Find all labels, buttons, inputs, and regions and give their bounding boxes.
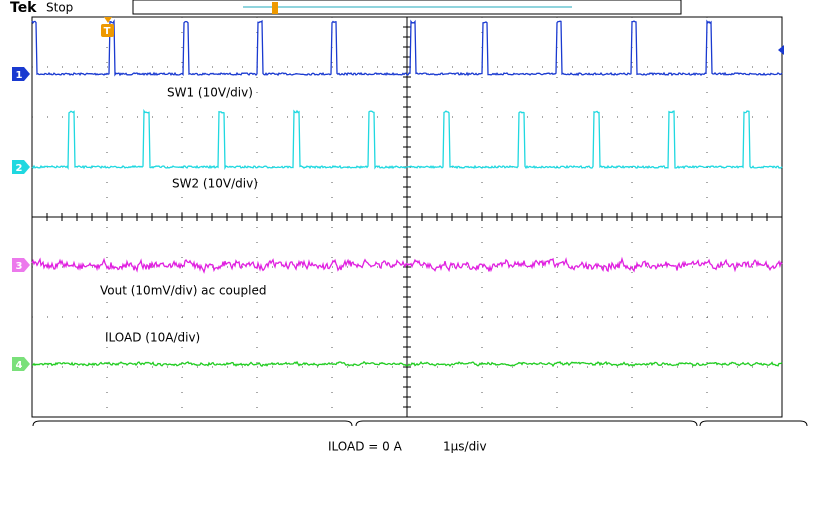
load-text: ILOAD = 0 A [328, 440, 403, 454]
ch4-label: ILOAD (10A/div) [105, 331, 200, 345]
trace [31, 256, 783, 274]
trigger-tag [101, 24, 114, 37]
ch3-label: Vout (10mV/div) ac coupled [100, 284, 266, 298]
channel-marker: 3 [16, 261, 23, 272]
bottom-brackets [32, 420, 808, 427]
channel-marker: 1 [16, 70, 23, 81]
timebase-text: 1µs/div [443, 440, 487, 454]
trigger-label: T [104, 26, 111, 37]
level-arrow [778, 45, 784, 55]
trigger-position [272, 2, 278, 14]
channel-tag [12, 357, 30, 371]
ch1-label: SW1 (10V/div) [167, 86, 253, 100]
trace [31, 18, 783, 77]
status: Stop [46, 1, 73, 15]
channel-tag [12, 258, 30, 272]
channel-marker: 2 [16, 163, 23, 174]
channel-tag [12, 160, 30, 174]
ch2-label: SW2 (10V/div) [172, 177, 258, 191]
record-bar [132, 0, 682, 15]
trace [31, 108, 783, 171]
trigger-arrow [104, 17, 112, 23]
brand: Tek [10, 0, 37, 16]
channel-tag [12, 67, 30, 81]
trace [32, 360, 783, 368]
channel-marker: 4 [16, 360, 23, 371]
